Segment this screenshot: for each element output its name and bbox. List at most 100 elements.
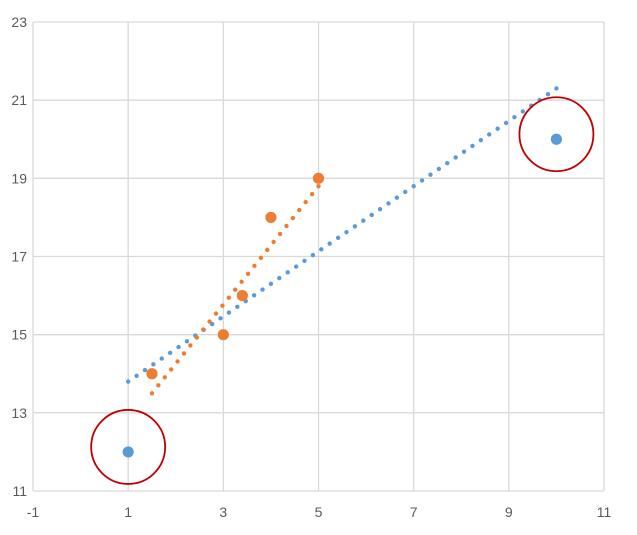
trendline-dot-series-2	[265, 247, 270, 253]
trendline-dot-series-1	[142, 367, 148, 373]
y-tick-label: 17	[11, 249, 27, 265]
trendline-dot-series-1	[159, 356, 164, 361]
y-tick-label: 15	[11, 327, 27, 343]
trendline-dot-series-1	[184, 339, 190, 344]
trendline-dot-series-2	[156, 383, 161, 388]
trendline-dot-series-1	[218, 316, 223, 321]
trendline-dot-series-1	[512, 114, 517, 120]
trendline-dot-series-2	[316, 183, 321, 189]
trendline-dot-series-2	[290, 215, 296, 221]
trendline-dot-series-1	[487, 132, 492, 137]
trendline-dot-series-1	[352, 224, 358, 229]
trendline-dot-series-1	[277, 275, 282, 281]
trendline-dot-series-1	[167, 350, 173, 356]
x-tick-label: 7	[410, 504, 418, 520]
trendline-dot-series-2	[188, 343, 193, 348]
trendline-dot-series-2	[213, 311, 219, 316]
annotations	[90, 96, 595, 485]
trendline-dot-series-1	[377, 206, 383, 212]
trendline-dot-series-1	[361, 218, 366, 223]
data-point-series-2	[217, 329, 229, 341]
trendline-dot-series-1	[176, 344, 181, 350]
trendline-dot-series-2	[303, 199, 308, 205]
y-tick-label: 11	[12, 483, 27, 499]
data-point-series-1	[550, 133, 563, 145]
trendline-dot-series-1	[411, 183, 416, 189]
trendline-dot-series-1	[461, 149, 467, 154]
trendline-dot-series-1	[344, 229, 349, 235]
data-point-series-2	[146, 368, 158, 380]
trendline-dot-series-1	[453, 155, 458, 160]
trendline-dot-series-1	[302, 258, 307, 264]
data-points	[122, 133, 563, 458]
trendline-dot-series-1	[520, 109, 526, 114]
trendline-dot-series-1	[310, 252, 316, 258]
trendline-dot-series-2	[284, 223, 289, 229]
trendline-dot-series-1	[268, 281, 274, 287]
trendline-dot-series-1	[470, 143, 475, 149]
trendline-dot-series-1	[369, 212, 374, 218]
trendline-dot-series-2	[207, 319, 212, 324]
y-tick-label: 21	[11, 92, 27, 108]
trendline-dot-series-2	[277, 231, 283, 237]
trendline-dot-series-1	[445, 160, 450, 166]
trendline-dot-series-1	[327, 241, 332, 246]
data-point-series-2	[265, 211, 277, 224]
trendline-dot-series-2	[194, 335, 199, 340]
trendline-dot-series-2	[181, 351, 187, 356]
trendline-dot-series-2	[309, 191, 315, 197]
trendline-dot-series-2	[162, 375, 167, 380]
trendline-dot-series-2	[226, 295, 232, 300]
trendline-dot-series-2	[149, 391, 155, 396]
trendline-dot-series-1	[403, 189, 408, 195]
trendline-dot-series-2	[233, 287, 238, 292]
y-tick-label: 23	[11, 14, 27, 30]
trendline-dot-series-2	[201, 327, 206, 332]
trendline-dot-series-1	[260, 287, 265, 292]
trendline-dot-series-1	[293, 264, 299, 269]
trendline-dot-series-1	[319, 247, 324, 252]
trendline-dot-series-2	[239, 279, 244, 284]
trendline-dot-series-1	[134, 373, 139, 379]
trendline-dot-series-1	[545, 91, 551, 97]
x-tick-label: 1	[124, 504, 132, 520]
trendline-dot-series-1	[335, 235, 341, 241]
trendline-dot-series-1	[251, 293, 257, 298]
trendline-dot-series-1	[285, 270, 290, 275]
trendline-dot-series-1	[495, 126, 500, 131]
trendline-dot-series-1	[554, 86, 559, 91]
trendline-dot-series-1	[394, 195, 400, 200]
trendline-dot-series-1	[125, 379, 131, 384]
data-point-series-1	[122, 446, 134, 458]
trendline-dot-series-1	[386, 201, 391, 206]
x-tick-label: 11	[597, 504, 612, 520]
trendline-dot-series-1	[428, 172, 433, 177]
trendline-dot-series-1	[419, 178, 425, 183]
trendline-dot-series-1	[235, 304, 240, 310]
trendline-dot-series-2	[252, 263, 257, 269]
y-tick-label: 19	[11, 170, 27, 186]
trendline-dot-series-2	[175, 359, 180, 364]
trendline-dot-series-2	[258, 255, 264, 261]
x-tick-label: 3	[219, 504, 227, 520]
y-tick-label: 13	[11, 405, 27, 421]
x-tick-label: 9	[505, 504, 513, 520]
trendline-dot-series-1	[503, 120, 509, 126]
highlight-circle	[90, 409, 167, 485]
trendline-dot-series-2	[271, 239, 276, 245]
trendline-dot-series-2	[168, 367, 174, 372]
trendline-dot-series-2	[220, 303, 225, 308]
x-tick-label: -1	[27, 504, 40, 520]
trendline-dot-series-2	[297, 207, 302, 213]
trendline-dot-series-1	[226, 310, 232, 315]
trendline-dot-series-1	[478, 137, 484, 143]
trendline-dot-series-2	[245, 271, 251, 276]
data-point-series-2	[312, 172, 325, 184]
highlight-circle	[518, 96, 595, 173]
trendline-dot-series-1	[436, 166, 442, 172]
trendline-dot-series-1	[151, 362, 156, 367]
x-tick-label: 5	[315, 504, 323, 520]
data-point-series-2	[236, 289, 248, 302]
